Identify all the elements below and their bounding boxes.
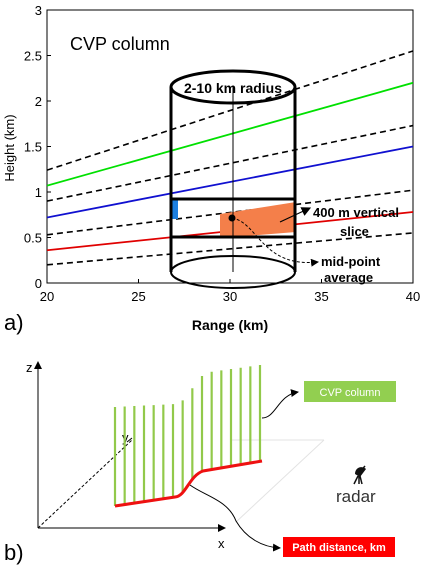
midpoint-label-line1: mid-point	[321, 254, 381, 269]
x-tick-label: 20	[40, 289, 54, 304]
guide-line-2	[235, 439, 325, 523]
cylinder-radius-label: 2-10 km radius	[184, 80, 282, 96]
y-tick-label: 2	[35, 94, 42, 109]
y-tick-label: 0	[35, 276, 42, 291]
y-tick-label: 3	[35, 3, 42, 18]
cvp-label-box	[304, 381, 396, 402]
path-label-text: Path distance, km	[292, 542, 386, 554]
path-callout-arrow	[189, 484, 281, 552]
radar-path-curve	[114, 459, 263, 508]
path-label-box	[283, 537, 395, 557]
cvp-label-text: CVP column	[320, 387, 381, 399]
satellite-dish-icon	[353, 465, 366, 485]
panel-b-label: b)	[4, 540, 24, 565]
slice-label-line1: 400 m vertical	[313, 205, 399, 220]
y-tick-label: 1.5	[24, 140, 42, 155]
panel-a-label: a)	[4, 310, 24, 335]
midpoint-arrow	[231, 217, 319, 267]
y-axis-dashed	[37, 439, 133, 529]
cvp-stripe-group	[113, 365, 262, 506]
series-line-1	[47, 232, 413, 266]
series-line-5	[47, 124, 413, 202]
midpoint-label-line2: average	[324, 270, 373, 285]
panel-a: a) 20 25 30 35 40 0 0.5 1 1.5 2 2.5 3 Range (km) He…	[2, 3, 420, 335]
slice-edge-marker	[171, 199, 178, 219]
x-axis-label: Range (km)	[192, 317, 268, 333]
y-tick-label: 2.5	[24, 49, 42, 64]
y-axis-label: Height (km)	[2, 114, 17, 181]
chart-title: CVP column	[70, 34, 170, 54]
panel-b: b) z x y CVP column Path distance, km ra…	[4, 360, 396, 565]
vertical-slice-fill	[220, 202, 296, 238]
x-tick-label: 40	[406, 289, 420, 304]
radar-label: radar	[336, 487, 376, 506]
y-axis-pointer	[126, 437, 133, 443]
slice-label-line2: slice	[340, 224, 369, 239]
cvp-cylinder: 2-10 km radius	[169, 69, 297, 289]
axis-layer: 20 25 30 35 40 0 0.5 1 1.5 2 2.5 3	[24, 3, 420, 304]
y-tick-label: 0.5	[24, 231, 42, 246]
slice-arrow	[279, 207, 312, 223]
cvp-callout-arrow	[261, 389, 299, 419]
z-axis-label: z	[26, 360, 33, 375]
series-line-4	[47, 145, 413, 219]
x-tick-label: 25	[131, 289, 145, 304]
series-line-6	[47, 81, 413, 187]
x-tick-label: 35	[314, 289, 328, 304]
x-tick-label: 30	[223, 289, 237, 304]
x-axis-label-b: x	[218, 536, 225, 551]
series-line-7	[47, 50, 413, 171]
y-tick-label: 1	[35, 185, 42, 200]
